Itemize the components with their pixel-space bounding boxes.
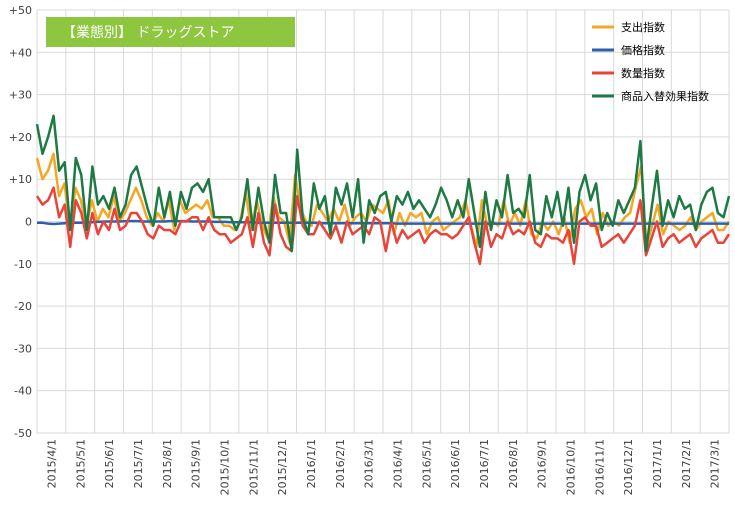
series-lines [35,114,731,266]
x-tick-label: 2016/7/1 [478,439,491,488]
chart-title-box: 【業態別】 ドラッグストア [46,17,295,47]
x-tick-label: 2016/10/1 [564,439,577,495]
y-tick-label: +40 [9,46,32,59]
y-tick-label: -10 [14,258,32,271]
x-tick-label: 2015/10/1 [218,439,231,495]
x-tick-label: 2016/4/1 [391,439,404,488]
x-tick-label: 2017/1/1 [651,439,664,488]
x-tick-label: 2015/9/1 [190,439,203,488]
x-tick-label: 2015/12/1 [276,439,289,495]
x-tick-label: 2015/6/1 [103,439,116,488]
x-tick-label: 2016/12/1 [622,439,635,495]
x-tick-label: 2015/5/1 [74,439,87,488]
y-tick-label: -30 [14,342,32,355]
x-tick-label: 2016/11/1 [593,439,606,495]
x-tick-label: 2017/2/1 [680,439,693,488]
x-tick-label: 2016/6/1 [449,439,462,488]
legend-label: 価格指数 [621,43,665,57]
x-tick-label: 2015/7/1 [132,439,145,488]
x-tick-label: 2016/8/1 [507,439,520,488]
x-tick-label: 2016/9/1 [536,439,549,488]
x-tick-label: 2015/8/1 [161,439,174,488]
y-tick-label: -50 [14,427,32,440]
legend-label: 数量指数 [621,66,665,80]
y-tick-label: +50 [9,4,32,17]
x-tick-label: 2016/1/1 [305,439,318,488]
chart-title: 【業態別】 ドラッグストア [62,25,234,41]
y-tick-label: -40 [14,385,32,398]
y-tick-label: +10 [9,173,32,186]
y-axis-ticks: +50 +40 +30 +20 +10 0 -10 -20 -30 -40 -50 [9,4,32,440]
y-tick-label: -20 [14,300,32,313]
x-axis-ticks: 2015/4/1 2015/5/1 2015/6/1 2015/7/1 2015/8/1… [45,439,721,495]
x-tick-label: 2016/2/1 [334,439,347,488]
legend-label: 支出指数 [621,20,665,34]
legend-label: 商品入替効果指数 [621,89,709,103]
y-tick-label: +30 [9,89,32,102]
y-tick-label: +20 [9,131,32,144]
x-tick-label: 2016/3/1 [363,439,376,488]
series-line-3 [35,114,731,253]
series-line-2 [35,186,731,266]
x-tick-label: 2015/4/1 [45,439,58,488]
x-tick-label: 2015/11/1 [247,439,260,495]
x-tick-label: 2017/3/1 [709,439,722,488]
x-tick-label: 2016/5/1 [420,439,433,488]
y-tick-label: 0 [25,216,32,229]
